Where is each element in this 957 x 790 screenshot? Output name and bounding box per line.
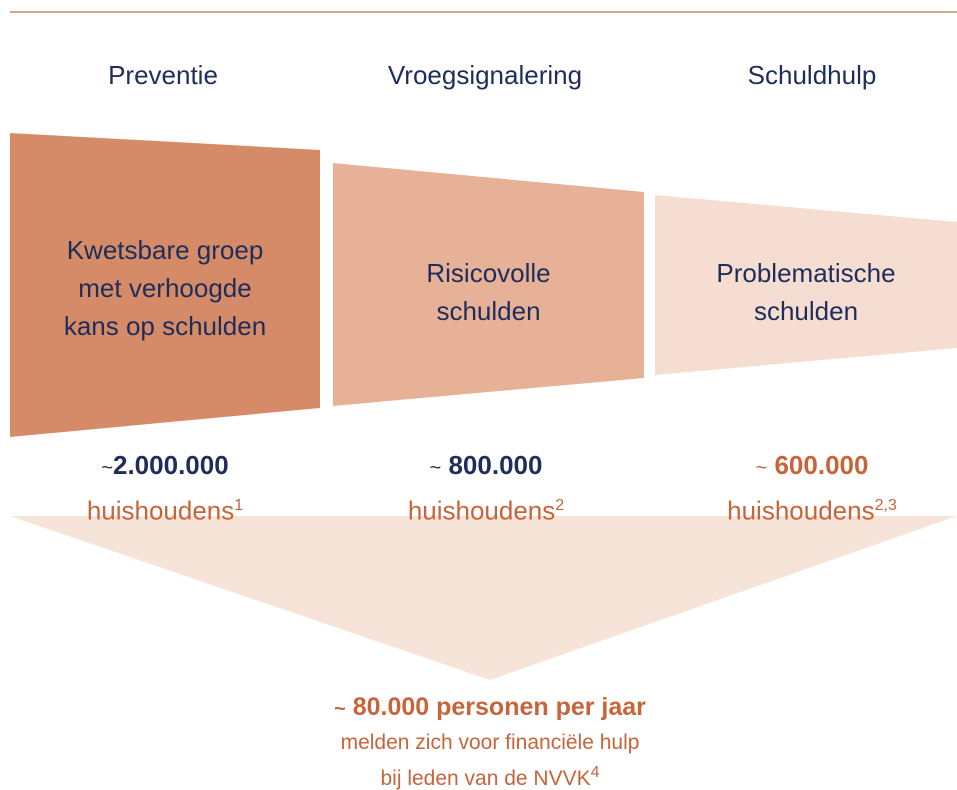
footnote: 2 [555,497,565,514]
summary-headline: 80.000 personen per jaar [352,693,646,721]
stage-header: Schuldhulp [747,60,877,90]
stage-header: Vroegsignalering [387,60,583,90]
tilde: ~ [334,698,346,720]
count-unit: huishoudens [86,495,235,526]
box-line: met verhoogde [78,273,252,303]
footnote: 2,3 [874,497,897,514]
summary-line: melden zich voor financiële hulp [340,731,640,754]
count: ~2.000.000 huishoudens1 [15,446,315,530]
stage-header: Preventie [108,60,218,90]
box-text: Risicovolle schulden [333,254,644,330]
box-line: Problematische [716,258,896,288]
box-line: kans op schulden [63,311,267,341]
box-text: Kwetsbare groep met verhoogde kans op sc… [10,231,320,345]
tilde: ~ [101,457,113,479]
box-line: schulden [753,296,859,326]
count-number: 2.000.000 [113,450,229,480]
tilde: ~ [755,457,768,479]
count: ~ 600.000 huishoudens2,3 [662,446,957,530]
funnel-step [10,133,320,437]
count-number: 800.000 [448,450,543,480]
box-text: Problematische schulden [655,254,957,330]
count: ~ 800.000 huishoudens2 [336,446,636,530]
funnel-arrow [10,516,957,680]
count-unit: huishoudens [407,495,556,526]
funnel-step [655,195,957,375]
footnote: 1 [234,497,244,514]
count-unit: huishoudens [727,495,875,526]
box-line: Kwetsbare groep [66,235,264,265]
count-number: 600.000 [774,450,869,480]
tilde: ~ [429,457,442,479]
box-line: schulden [436,296,541,326]
box-line: Risicovolle [426,258,551,288]
funnel-step [333,163,644,406]
summary-line: bij leden van de NVVK [380,767,591,790]
summary: ~ 80.000 personen per jaar melden zich v… [230,688,750,790]
footnote: 4 [590,764,600,781]
